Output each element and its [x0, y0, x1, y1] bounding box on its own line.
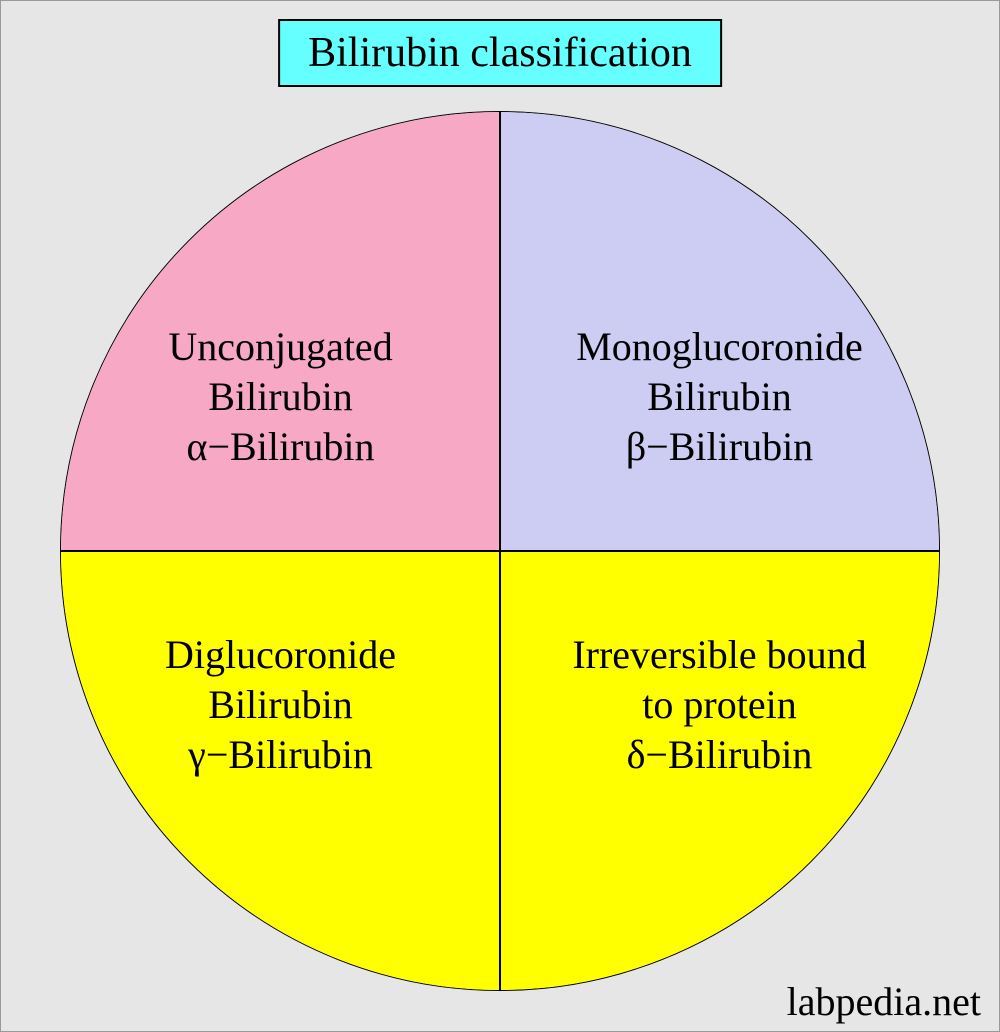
- label-tr-line1: Monoglucoronide: [576, 324, 863, 369]
- watermark-text: labpedia.net: [787, 979, 981, 1024]
- label-bl-line1: Diglucoronide: [165, 632, 396, 677]
- label-top-right: Monoglucoronide Bilirubin β−Bilirubin: [500, 322, 939, 472]
- label-br-line1: Irreversible bound: [572, 632, 866, 677]
- label-bl-line3: γ−Bilirubin: [188, 732, 373, 777]
- label-tl-line1: Unconjugated: [168, 324, 392, 369]
- title-box: Bilirubin classification: [278, 19, 722, 87]
- label-tl-line3: α−Bilirubin: [187, 424, 375, 469]
- label-bl-line2: Bilirubin: [208, 682, 352, 727]
- label-bottom-right: Irreversible bound to protein δ−Bilirubi…: [500, 630, 939, 780]
- watermark: labpedia.net: [787, 978, 981, 1025]
- label-br-line2: to protein: [642, 682, 796, 727]
- pie-chart: Unconjugated Bilirubin α−Bilirubin Monog…: [60, 111, 940, 991]
- label-tl-line2: Bilirubin: [208, 374, 352, 419]
- title-text: Bilirubin classification: [308, 30, 692, 76]
- label-tr-line3: β−Bilirubin: [626, 424, 813, 469]
- label-tr-line2: Bilirubin: [647, 374, 791, 419]
- label-top-left: Unconjugated Bilirubin α−Bilirubin: [61, 322, 500, 472]
- label-bottom-left: Diglucoronide Bilirubin γ−Bilirubin: [61, 630, 500, 780]
- label-br-line3: δ−Bilirubin: [627, 732, 813, 777]
